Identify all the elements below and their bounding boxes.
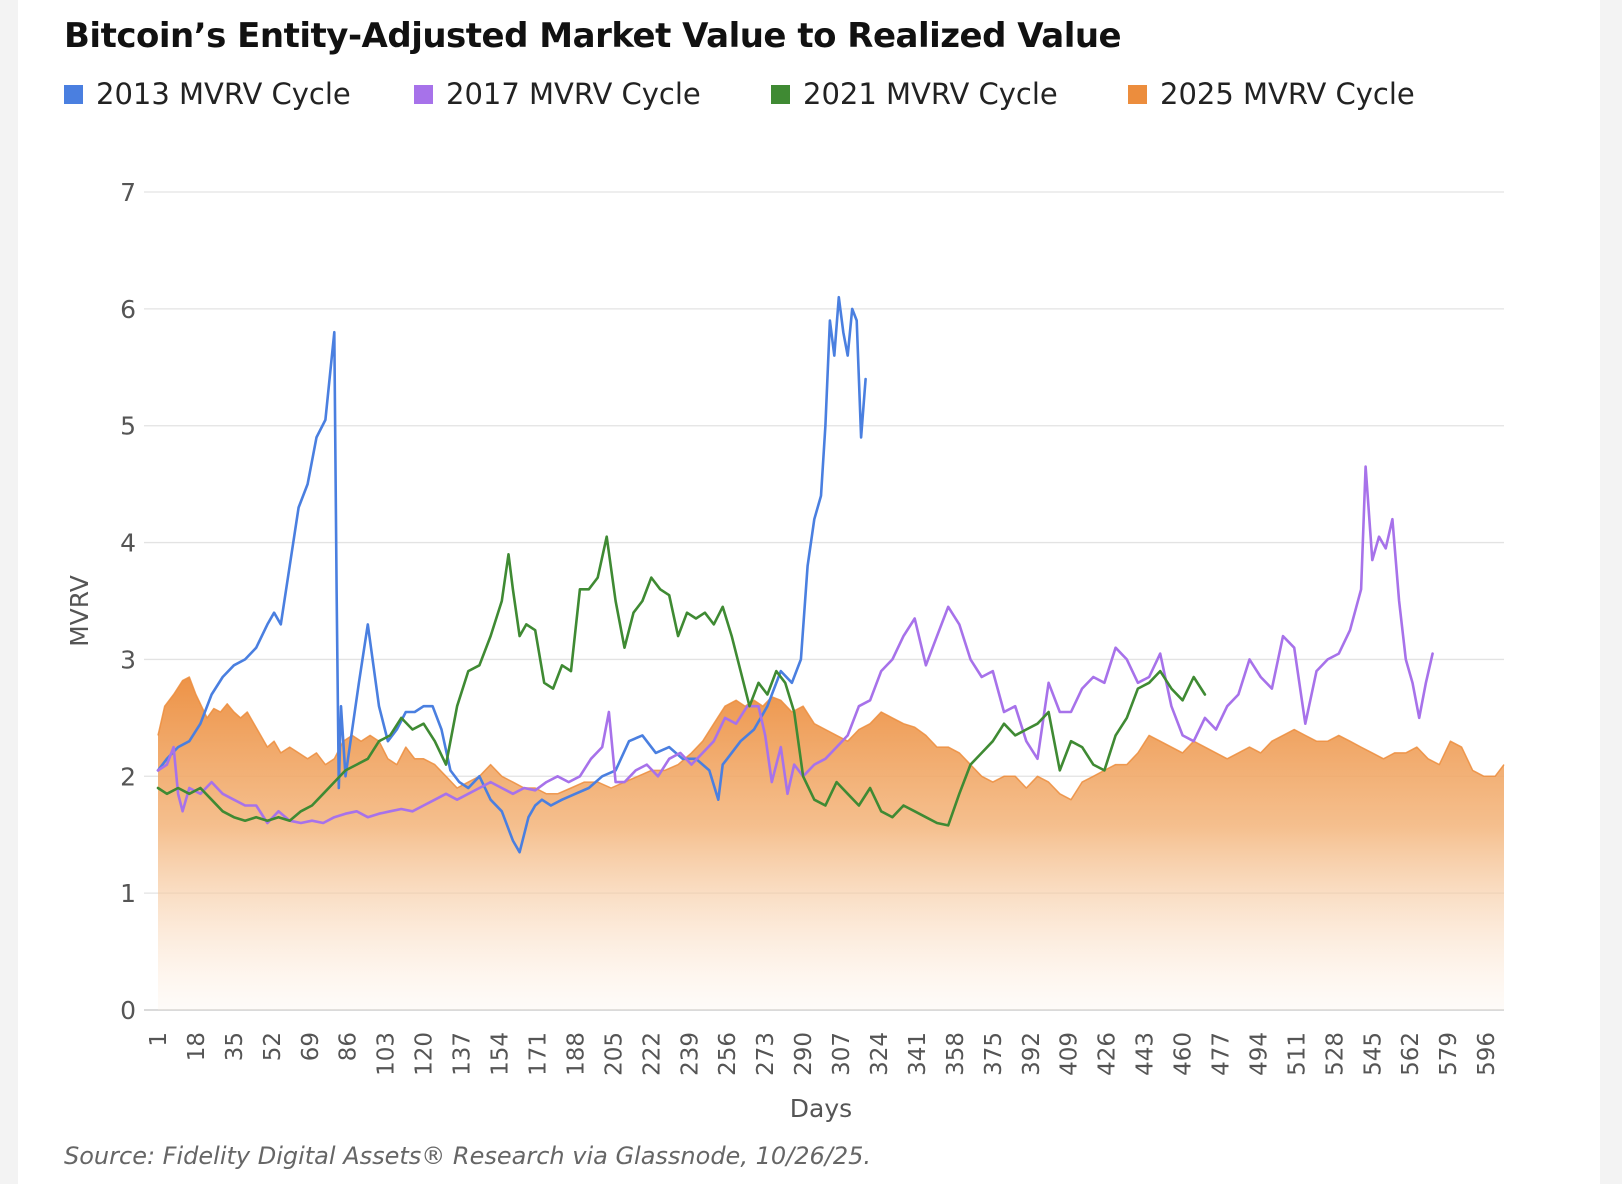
x-tick-label: 1 (146, 1032, 172, 1047)
x-tick-label: 460 (1171, 1032, 1197, 1076)
x-tick-label: 307 (829, 1032, 855, 1076)
y-axis-ticks: 0 1 2 3 4 5 6 7 (120, 178, 136, 1025)
x-tick-label: 596 (1474, 1032, 1500, 1076)
x-tick-label: 52 (260, 1032, 286, 1061)
x-tick-label: 324 (867, 1032, 893, 1076)
x-tick-label: 188 (563, 1032, 589, 1076)
source-note: Source: Fidelity Digital Assets® Researc… (64, 1142, 871, 1170)
x-tick-label: 579 (1436, 1032, 1462, 1076)
series-line-2025 (157, 676, 1505, 801)
x-tick-label: 273 (753, 1032, 779, 1076)
x-tick-label: 494 (1246, 1032, 1272, 1076)
x-tick-label: 511 (1284, 1032, 1310, 1076)
y-tick-label: 7 (120, 178, 136, 207)
x-tick-label: 528 (1322, 1032, 1348, 1076)
y-tick-label: 6 (120, 295, 136, 324)
legend-label-2013: 2013 MVRV Cycle (96, 77, 351, 111)
series-line-2017 (156, 465, 1434, 825)
x-tick-label: 477 (1209, 1032, 1235, 1076)
x-tick-label: 375 (981, 1032, 1007, 1076)
x-tick-label: 545 (1360, 1032, 1386, 1076)
x-tick-label: 239 (677, 1032, 703, 1076)
y-tick-label: 1 (120, 879, 136, 908)
x-tick-label: 205 (601, 1032, 627, 1076)
x-tick-label: 341 (905, 1032, 931, 1076)
x-tick-label: 154 (488, 1032, 514, 1076)
x-tick-label: 18 (184, 1032, 210, 1061)
x-tick-label: 358 (943, 1032, 969, 1076)
legend-item-2025: 2025 MVRV Cycle (1128, 74, 1415, 114)
x-tick-label: 120 (412, 1032, 438, 1076)
legend-swatch-2025 (1128, 84, 1147, 104)
x-tick-label: 86 (336, 1032, 362, 1061)
series-line-2021 (156, 535, 1207, 827)
legend-swatch-2021 (771, 84, 790, 104)
legend-label-2017: 2017 MVRV Cycle (446, 77, 701, 111)
legend-item-2017: 2017 MVRV Cycle (414, 74, 701, 114)
x-tick-label: 392 (1019, 1032, 1045, 1076)
x-axis-title: Days (790, 1094, 852, 1123)
x-tick-label: 443 (1133, 1032, 1159, 1076)
x-tick-label: 222 (639, 1032, 665, 1076)
x-tick-label: 426 (1095, 1032, 1121, 1076)
chart-legend: 2013 MVRV Cycle 2017 MVRV Cycle 2021 MVR… (64, 74, 1564, 114)
legend-label-2025: 2025 MVRV Cycle (1160, 77, 1415, 111)
x-tick-label: 256 (715, 1032, 741, 1076)
y-tick-label: 0 (120, 996, 136, 1025)
y-tick-label: 2 (120, 762, 136, 791)
x-tick-label: 290 (791, 1032, 817, 1076)
x-tick-label: 137 (450, 1032, 476, 1076)
y-tick-label: 5 (120, 412, 136, 441)
series-area-2025 (158, 677, 1504, 1010)
legend-item-2021: 2021 MVRV Cycle (771, 74, 1058, 114)
chart-title: Bitcoin’s Entity-Adjusted Market Value t… (64, 16, 1122, 56)
y-tick-label: 3 (120, 645, 136, 674)
x-tick-label: 103 (374, 1032, 400, 1076)
x-tick-label: 409 (1057, 1032, 1083, 1076)
legend-item-2013: 2013 MVRV Cycle (64, 74, 351, 114)
series-line-2013 (156, 295, 867, 854)
y-axis-title: MVRV (65, 575, 94, 647)
x-tick-label: 171 (525, 1032, 551, 1076)
legend-swatch-2013 (64, 84, 83, 104)
series-layer (156, 295, 1505, 1010)
x-tick-label: 69 (298, 1032, 324, 1061)
x-axis-ticks: 1 18 35 52 69 86 103 120 137 154 171 188 205 222 239 25… (146, 1032, 1500, 1076)
y-tick-label: 4 (120, 529, 136, 558)
legend-swatch-2017 (414, 84, 433, 104)
x-tick-label: 35 (222, 1032, 248, 1061)
legend-label-2021: 2021 MVRV Cycle (803, 77, 1058, 111)
x-tick-label: 562 (1398, 1032, 1424, 1076)
